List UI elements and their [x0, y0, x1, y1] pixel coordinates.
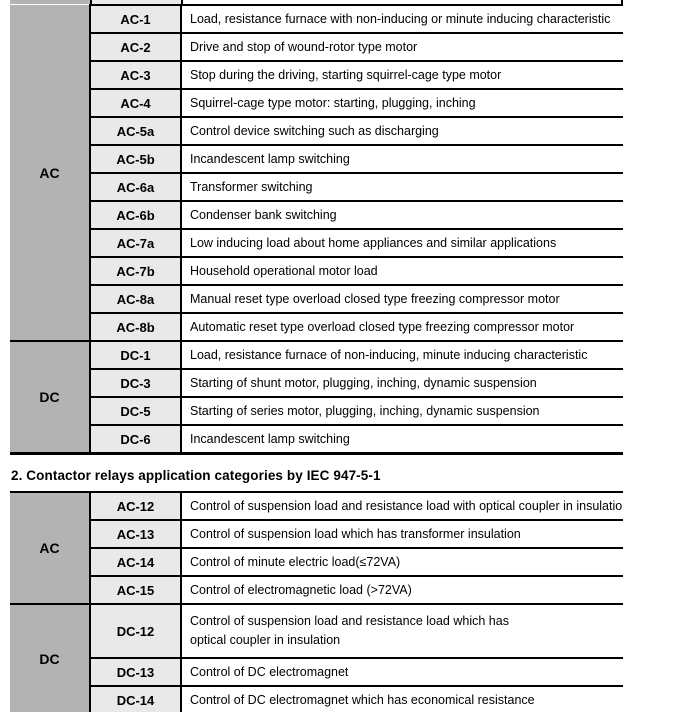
table-row: DC-6 Incandescent lamp switching [10, 425, 623, 455]
table-row: AC-6a Transformer switching [10, 173, 623, 202]
group-cell-dc: DC [10, 341, 90, 455]
category-code-cell: DC-5 [89, 397, 182, 426]
category-description-cell: Manual reset type overload closed type f… [181, 285, 623, 314]
table-row: AC-6b Condenser bank switching [10, 201, 623, 230]
category-code-cell: AC-6a [89, 173, 182, 202]
category-code-cell: AC-5b [89, 145, 182, 174]
category-code-cell: AC-6b [89, 201, 182, 230]
table-row: AC-4 Squirrel-cage type motor: starting,… [10, 89, 623, 118]
category-code-cell: DC-6 [89, 425, 182, 455]
description-line: optical coupler in insulation [190, 633, 341, 647]
category-description-cell: Control of minute electric load(≤72VA) [181, 548, 623, 577]
category-description-cell: Household operational motor load [181, 257, 623, 286]
group-label: AC [39, 540, 60, 556]
table-row: AC AC-1 Load, resistance furnace with no… [10, 4, 623, 342]
category-description-cell: Incandescent lamp switching [181, 145, 623, 174]
table-row: DC-13 Control of DC electromagnet [10, 658, 623, 687]
motor-application-categories-table: AC AC-1 Load, resistance furnace with no… [10, 4, 623, 455]
category-description-cell: Transformer switching [181, 173, 623, 202]
table-row: AC-8b Automatic reset type overload clos… [10, 313, 623, 342]
category-code-cell: AC-7b [89, 257, 182, 286]
category-code-cell: AC-4 [89, 89, 182, 118]
table-row: AC AC-12 Control of suspension load and … [10, 491, 623, 605]
table-border [181, 0, 183, 4]
table-row: AC-13 Control of suspension load which h… [10, 520, 623, 549]
category-description-cell: Incandescent lamp switching [181, 425, 623, 455]
category-description-cell: Control of DC electromagnet which has ec… [181, 686, 623, 712]
table-row: DC-3 Starting of shunt motor, plugging, … [10, 369, 623, 398]
category-code-cell: DC-14 [89, 686, 182, 712]
table-row: AC-7b Household operational motor load [10, 257, 623, 286]
table-row: AC-7a Low inducing load about home appli… [10, 229, 623, 258]
category-description-cell: Control of DC electromagnet [181, 658, 623, 687]
table-row: DC DC-12 Control of suspension load and … [10, 604, 623, 712]
code-column-remnant [92, 0, 181, 4]
category-code-cell: DC-3 [89, 369, 182, 398]
table-row: AC-5b Incandescent lamp switching [10, 145, 623, 174]
category-code-cell: AC-7a [89, 229, 182, 258]
table-row: AC-8a Manual reset type overload closed … [10, 285, 623, 314]
table-border [621, 0, 623, 4]
category-code-cell: AC-8a [89, 285, 182, 314]
table-border [90, 0, 92, 4]
table-row: AC-5a Control device switching such as d… [10, 117, 623, 146]
category-description-cell: Control of electromagnetic load (>72VA) [181, 576, 623, 605]
group-column-remnant [10, 0, 90, 4]
table-row: DC-5 Starting of series motor, plugging,… [10, 397, 623, 426]
description-column-remnant [183, 0, 621, 4]
group-cell-ac: AC [10, 491, 90, 605]
category-description-cell: Condenser bank switching [181, 201, 623, 230]
category-code-cell: DC-12 [89, 604, 182, 659]
category-code-cell: DC-13 [89, 658, 182, 687]
category-description-cell: Squirrel-cage type motor: starting, plug… [181, 89, 623, 118]
category-description-cell: Control of suspension load and resistanc… [181, 491, 623, 521]
category-code-cell: AC-1 [89, 4, 182, 34]
table-row: AC-3 Stop during the driving, starting s… [10, 61, 623, 90]
category-code-cell: AC-8b [89, 313, 182, 342]
table-row: AC-14 Control of minute electric load(≤7… [10, 548, 623, 577]
table-row: DC-14 Control of DC electromagnet which … [10, 686, 623, 712]
category-description-cell: Drive and stop of wound-rotor type motor [181, 33, 623, 62]
category-description-cell: Control of suspension load which has tra… [181, 520, 623, 549]
category-code-cell: AC-13 [89, 520, 182, 549]
category-code-cell: AC-12 [89, 491, 182, 521]
description-line: Control of suspension load and resistanc… [190, 614, 509, 629]
section-heading: 2. Contactor relays application categori… [11, 468, 381, 483]
cropped-row-remnant [10, 0, 625, 4]
table-row: AC-15 Control of electromagnetic load (>… [10, 576, 623, 605]
category-description-cell: Control device switching such as dischar… [181, 117, 623, 146]
table-row: DC DC-1 Load, resistance furnace of non-… [10, 341, 623, 455]
category-code-cell: DC-1 [89, 341, 182, 370]
category-description-cell: Automatic reset type overload closed typ… [181, 313, 623, 342]
category-code-cell: AC-2 [89, 33, 182, 62]
group-cell-dc: DC [10, 604, 90, 712]
category-description-cell: Load, resistance furnace with non-induci… [181, 4, 623, 34]
category-description-cell: Control of suspension load and resistanc… [181, 604, 623, 659]
group-label: DC [39, 651, 60, 667]
category-description-cell: Stop during the driving, starting squirr… [181, 61, 623, 90]
group-cell-ac: AC [10, 5, 90, 342]
category-description-cell: Low inducing load about home appliances … [181, 229, 623, 258]
category-code-cell: AC-14 [89, 548, 182, 577]
group-label: AC [39, 164, 60, 181]
category-code-cell: AC-15 [89, 576, 182, 605]
category-description-cell: Load, resistance furnace of non-inducing… [181, 341, 623, 370]
category-description-cell: Starting of shunt motor, plugging, inchi… [181, 369, 623, 398]
table-row: AC-2 Drive and stop of wound-rotor type … [10, 33, 623, 62]
contactor-relay-categories-table: AC AC-12 Control of suspension load and … [10, 491, 623, 712]
category-code-cell: AC-3 [89, 61, 182, 90]
group-label: DC [39, 389, 60, 405]
category-code-cell: AC-5a [89, 117, 182, 146]
category-description-cell: Starting of series motor, plugging, inch… [181, 397, 623, 426]
